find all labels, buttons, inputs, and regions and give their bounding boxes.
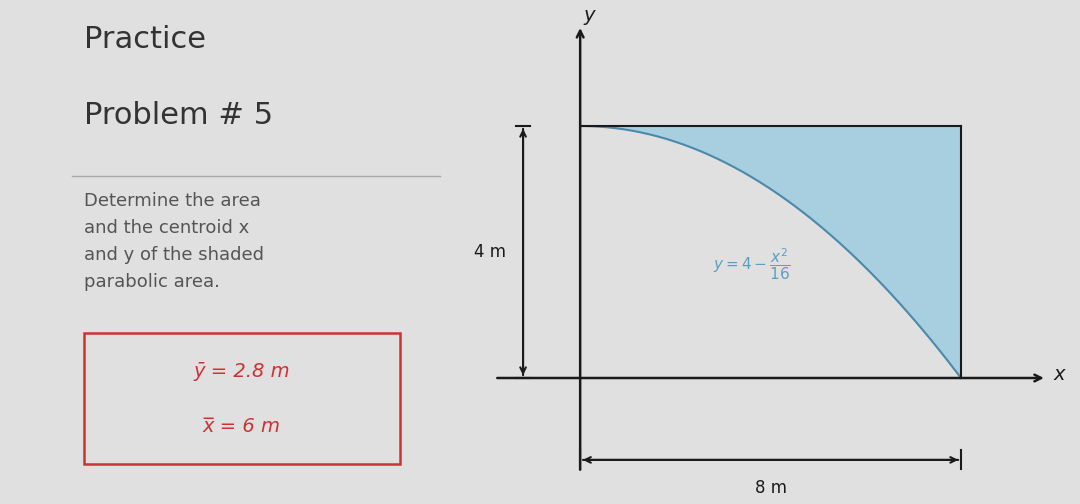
Text: Problem # 5: Problem # 5 bbox=[84, 101, 273, 130]
Text: x: x bbox=[1054, 365, 1065, 385]
Text: $y = 4 - \dfrac{x^2}{16}$: $y = 4 - \dfrac{x^2}{16}$ bbox=[714, 247, 792, 282]
Text: ȳ = 2.8 m: ȳ = 2.8 m bbox=[193, 362, 289, 382]
Text: Determine the area
and the centroid x
and y of the shaded
parabolic area.: Determine the area and the centroid x an… bbox=[84, 192, 264, 291]
Text: y: y bbox=[583, 6, 594, 25]
Text: Practice: Practice bbox=[84, 25, 205, 54]
Polygon shape bbox=[580, 126, 961, 378]
Text: 4 m: 4 m bbox=[474, 243, 507, 261]
Text: x̅ = 6 m: x̅ = 6 m bbox=[203, 417, 281, 436]
Text: 8 m: 8 m bbox=[755, 479, 786, 497]
